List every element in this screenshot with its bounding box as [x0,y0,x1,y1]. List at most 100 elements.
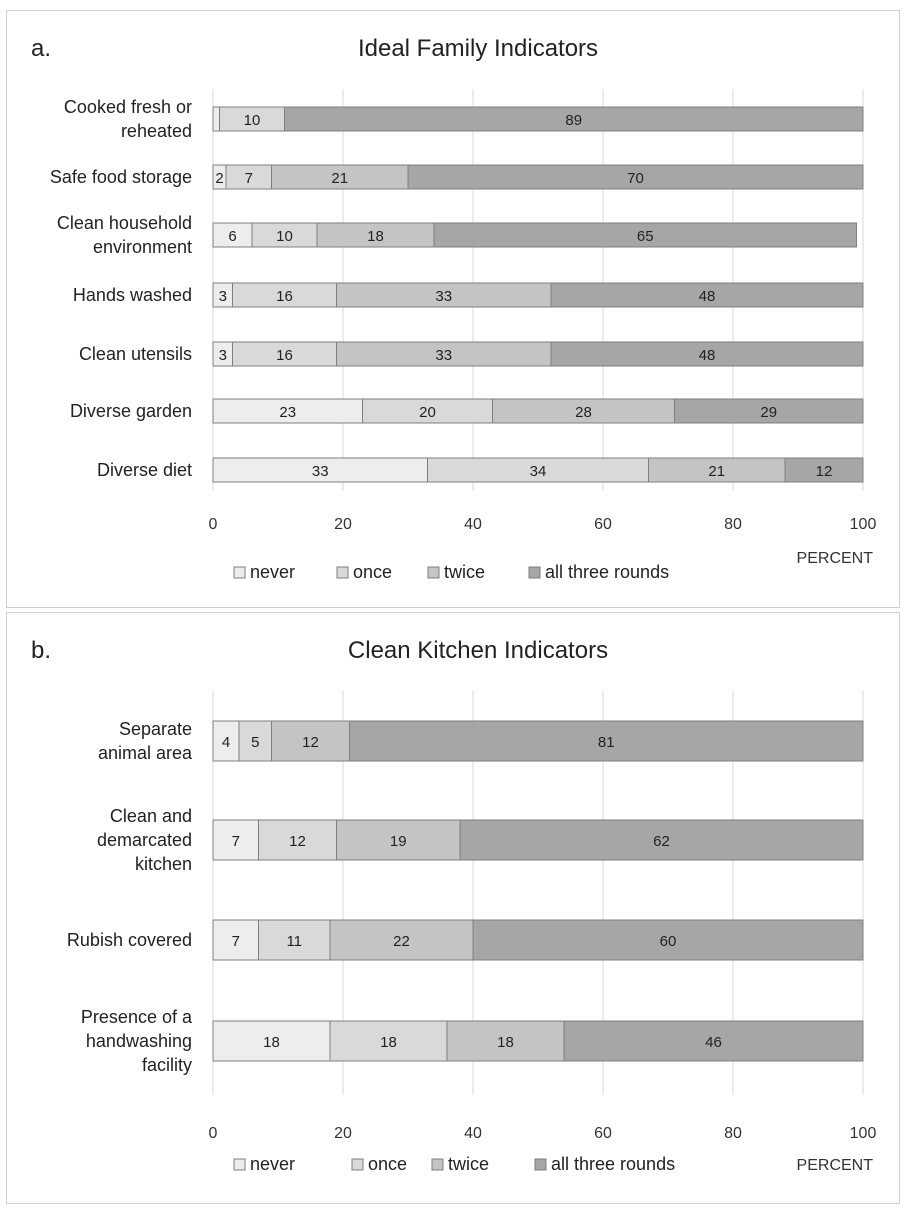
bar-segment [284,106,864,132]
bar-segment [329,1020,448,1062]
bar-segment [336,341,552,367]
legend-swatch [431,1158,444,1171]
bar-segment [212,222,253,248]
bar-segment [336,819,461,861]
data-label: 7 [232,833,240,850]
data-label: 20 [419,404,436,421]
x-tick-label: 20 [334,516,352,533]
x-tick-label: 20 [334,1125,352,1142]
chart-ideal-family: a. Ideal Family Indicators 0 20 40 60 80 100 PER… [31,35,876,582]
data-label: 21 [708,463,725,480]
data-label: 11 [286,933,302,950]
x-tick-label: 0 [209,1125,218,1142]
x-axis-label: PERCENT [797,1157,874,1174]
x-tick-label: 0 [209,516,218,533]
legend-swatch [336,566,349,579]
legend-swatch [351,1158,364,1171]
data-label: 16 [276,347,293,364]
bar-segment [459,819,864,861]
data-label: 65 [637,228,654,245]
category-label: Clean and demarcated kitchen [97,806,192,874]
data-label: 12 [816,463,833,480]
bar-segment [433,222,857,248]
bar-segment [550,341,864,367]
data-label: 19 [390,833,407,850]
category-label: Separate animal area [98,719,193,763]
data-label: 18 [380,1034,397,1051]
category-label: Diverse diet [97,460,192,480]
x-tick-label: 80 [724,516,742,533]
data-label: 5 [251,734,259,751]
bar-segment [407,164,864,190]
panel-label: b. [31,637,51,664]
data-label: 18 [263,1034,280,1051]
legend-swatch [233,566,246,579]
data-label: 48 [699,288,716,305]
data-label: 10 [244,112,261,129]
chart-title: Ideal Family Indicators [358,35,598,62]
data-label: 33 [435,288,452,305]
panel-clean-kitchen: b. Clean Kitchen Indicators 0 20 40 60 80 100 PE… [6,612,900,1204]
x-tick-label: 100 [850,1125,877,1142]
category-label: Hands washed [73,285,192,305]
bar-segment [212,919,259,961]
data-label: 6 [228,228,236,245]
bar-segment [212,720,240,762]
data-label: 12 [302,734,319,751]
data-label: 21 [331,170,348,187]
legend-label: all three rounds [551,1154,675,1174]
data-label: 3 [219,347,227,364]
bar-segment [329,919,474,961]
bar-segment [271,720,350,762]
x-tick-label: 40 [464,1125,482,1142]
bar-segment [674,398,864,424]
x-tick-label: 60 [594,1125,612,1142]
bar-segment [472,919,864,961]
bar-segment [362,398,493,424]
bar-segment [427,457,649,483]
data-label: 33 [312,463,329,480]
legend-swatch [528,566,541,579]
legend-label: twice [444,562,485,582]
chart-clean-kitchen: b. Clean Kitchen Indicators 0 20 40 60 80 100 PE… [31,637,877,1174]
data-label: 10 [276,228,293,245]
data-label: 12 [289,833,306,850]
category-label: Rubish covered [67,930,192,950]
category-label: Diverse garden [70,401,192,421]
bar-segment [251,222,318,248]
data-label: 89 [565,112,582,129]
data-label: 7 [245,170,253,187]
data-label: 23 [279,404,296,421]
category-label: Clean utensils [79,344,192,364]
legend-label: all three rounds [545,562,669,582]
data-label: 81 [598,734,615,751]
bar-segment [550,282,864,308]
data-label: 16 [276,288,293,305]
legend-label: never [250,562,295,582]
data-label: 62 [653,833,670,850]
bar-segment [219,106,285,132]
chart-title: Clean Kitchen Indicators [348,637,608,664]
data-label: 18 [497,1034,514,1051]
bar-segment [212,819,259,861]
data-label: 60 [660,933,677,950]
data-label: 22 [393,933,410,950]
legend-swatch [534,1158,547,1171]
data-label: 7 [232,933,240,950]
legend-label: never [250,1154,295,1174]
data-label: 33 [435,347,452,364]
x-axis-label: PERCENT [797,550,874,567]
panel-label: a. [31,35,51,62]
bar-segment [784,457,864,483]
category-label: Clean household environment [57,213,192,257]
legend-label: once [353,562,392,582]
data-label: 3 [219,288,227,305]
legend-label: twice [448,1154,489,1174]
bar-segment [232,341,337,367]
x-tick-label: 60 [594,516,612,533]
data-label: 4 [222,734,230,751]
bar-segment [212,106,220,132]
bar-segment [492,398,675,424]
data-label: 29 [760,404,777,421]
legend-swatch [233,1158,246,1171]
